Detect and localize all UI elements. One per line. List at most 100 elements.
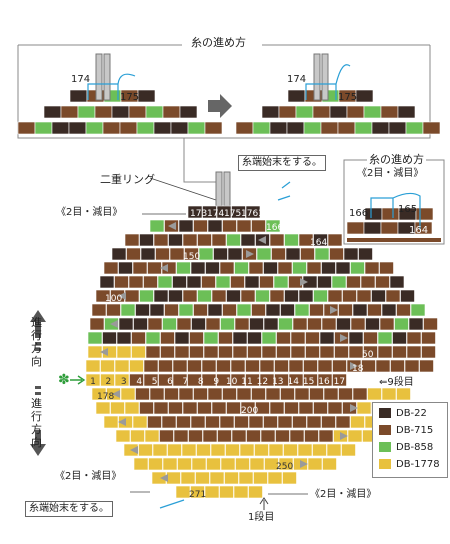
bead (168, 233, 183, 247)
top-frame (17, 44, 431, 139)
bead (327, 289, 343, 303)
bead (231, 429, 247, 443)
side-strip-b (415, 207, 434, 221)
bead (319, 345, 335, 359)
bead (280, 303, 295, 317)
bead (249, 317, 264, 331)
row-arrow-icon (118, 292, 126, 300)
bead (197, 289, 212, 303)
legend-swatch-db22 (379, 408, 391, 418)
bead (338, 303, 353, 317)
bead (268, 443, 284, 457)
bead-173: 173 (190, 209, 208, 219)
side-strip-a (414, 221, 433, 235)
side-base (347, 238, 441, 242)
bead (195, 471, 210, 485)
top-row2-left (128, 105, 147, 119)
bead (110, 401, 125, 415)
bead (300, 247, 315, 261)
bead (207, 219, 223, 233)
top-strip-left (187, 121, 206, 135)
bead (251, 219, 266, 233)
bead (227, 247, 243, 261)
direction-down-4: 向 (31, 436, 42, 449)
bead (331, 275, 347, 289)
count-cell-13: 13 (272, 377, 283, 387)
bead (309, 303, 324, 317)
bead (178, 387, 194, 401)
bead (133, 457, 149, 471)
row-arrow-icon (112, 390, 120, 398)
bead (226, 233, 241, 247)
bead (187, 373, 202, 387)
bead (260, 429, 276, 443)
bead (247, 345, 262, 359)
bead (303, 359, 318, 373)
bead (396, 387, 411, 401)
bead (277, 261, 293, 275)
bead (155, 247, 170, 261)
bead (326, 443, 342, 457)
legend-item-db715: DB-715 (379, 425, 433, 437)
bead (423, 317, 438, 331)
bead (317, 373, 333, 387)
bead (205, 261, 220, 275)
bead (317, 275, 332, 289)
row-arrow-icon (110, 320, 118, 328)
bead (335, 261, 351, 275)
bead (361, 359, 376, 373)
bead (314, 247, 330, 261)
bead (118, 317, 134, 331)
connector-line (183, 138, 218, 183)
ring-left-a (95, 53, 103, 101)
top-row2-right (346, 105, 365, 119)
bead (180, 471, 196, 485)
bead (173, 429, 189, 443)
top-row2-right (397, 105, 416, 119)
bead (267, 471, 283, 485)
bead-176: 176 (241, 209, 259, 219)
bead-177: 177 (258, 209, 276, 219)
top-strip-left (102, 121, 121, 135)
row-arrow-icon (330, 306, 338, 314)
top-strip-right (252, 121, 271, 135)
bead (265, 387, 281, 401)
bead (187, 359, 202, 373)
top-strip-right (303, 121, 322, 135)
bead (202, 205, 217, 219)
bead (188, 429, 203, 443)
legend-item-db858: DB-858 (379, 442, 433, 454)
bead (327, 401, 343, 415)
bead-174: 174 (207, 209, 225, 219)
top-strip-left (204, 121, 223, 135)
bead (143, 359, 159, 373)
bead (135, 303, 150, 317)
bead (91, 303, 107, 317)
start-arrow-icon (70, 375, 86, 385)
bead (172, 373, 188, 387)
bead (254, 443, 269, 457)
bead (193, 387, 208, 401)
bead (343, 247, 359, 261)
bead (211, 401, 227, 415)
top-row2-left (60, 105, 79, 119)
top-row2-right (295, 105, 314, 119)
bead (220, 457, 236, 471)
bead (149, 387, 165, 401)
bead (318, 429, 334, 443)
bead (385, 289, 401, 303)
bead (132, 261, 148, 275)
direction-down-1: 進 (31, 397, 42, 410)
bead (206, 457, 221, 471)
thread-end-note-bottom: 糸端始末をする。 (25, 501, 113, 517)
bead (303, 373, 318, 387)
bead (298, 401, 314, 415)
bead-175: 175 (224, 209, 242, 219)
bead (118, 261, 133, 275)
side-strip-a (363, 221, 382, 235)
bead (172, 275, 187, 289)
bead (406, 331, 422, 345)
direction-up-2: 行 (31, 329, 42, 342)
bead (284, 401, 299, 415)
bead (321, 261, 336, 275)
